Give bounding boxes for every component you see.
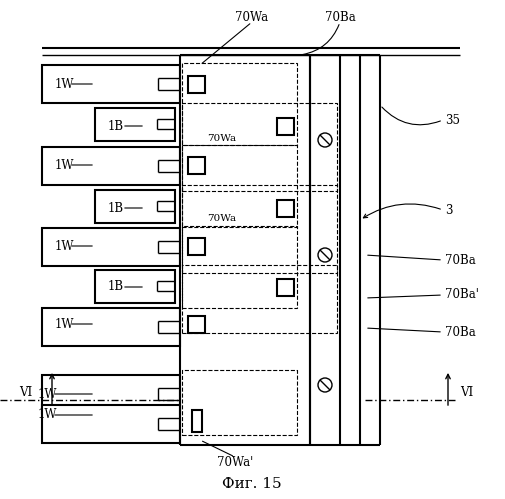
Bar [42, 147, 180, 185]
Text: 70Ba': 70Ba' [445, 288, 479, 301]
Bar [182, 145, 297, 227]
Text: 70Wa': 70Wa' [217, 456, 253, 469]
Bar [277, 279, 294, 296]
Bar [182, 265, 337, 333]
Bar [277, 118, 294, 135]
Text: 1B: 1B [108, 280, 124, 293]
Bar [42, 375, 180, 413]
Bar [188, 316, 205, 333]
Bar [277, 200, 294, 217]
Text: 35: 35 [445, 113, 460, 127]
Bar [182, 103, 337, 191]
Bar [182, 63, 297, 145]
Bar [95, 270, 175, 303]
Text: 1W: 1W [55, 317, 75, 330]
Bar [42, 65, 180, 103]
Bar [42, 308, 180, 346]
Text: 1W: 1W [38, 409, 58, 422]
Bar [188, 157, 205, 174]
Text: 70Ba: 70Ba [325, 10, 356, 23]
Text: 1W: 1W [38, 388, 58, 401]
Text: VI: VI [19, 386, 33, 399]
Bar [182, 185, 337, 273]
Bar [42, 228, 180, 266]
Bar [182, 370, 297, 435]
Text: 70Wa: 70Wa [235, 10, 269, 23]
Text: 1W: 1W [55, 159, 75, 172]
Text: 1W: 1W [55, 77, 75, 90]
Text: 70Ba: 70Ba [445, 253, 476, 266]
Text: 70Ba: 70Ba [445, 325, 476, 338]
Text: 1W: 1W [55, 240, 75, 252]
Bar [42, 405, 180, 443]
Bar [182, 226, 297, 308]
Text: 70Wa: 70Wa [208, 214, 236, 223]
Bar [188, 238, 205, 255]
Bar [192, 410, 202, 432]
Text: VI: VI [460, 386, 473, 399]
Bar [188, 76, 205, 93]
Bar [95, 108, 175, 141]
Text: Фиг. 15: Фиг. 15 [222, 477, 282, 491]
Text: 1B: 1B [108, 202, 124, 215]
Bar [95, 190, 175, 223]
Text: 1B: 1B [108, 119, 124, 133]
Text: 70Wa: 70Wa [208, 134, 236, 143]
Text: 3: 3 [445, 204, 452, 217]
